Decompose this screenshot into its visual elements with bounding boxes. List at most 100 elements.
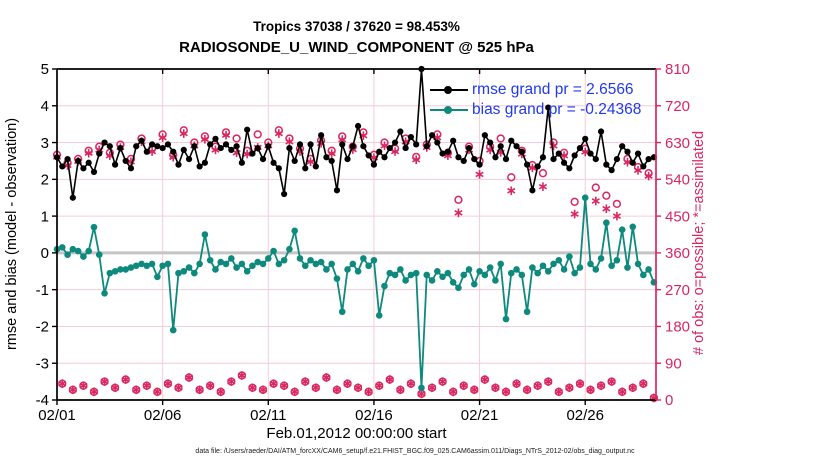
rmse-point xyxy=(550,156,557,163)
bias-point xyxy=(439,273,446,281)
rmse-point xyxy=(354,122,362,130)
bias-point xyxy=(444,269,452,277)
left-tick-label: 1 xyxy=(41,208,49,225)
bias-point xyxy=(191,269,198,277)
rmse-point xyxy=(212,135,219,142)
bias-point xyxy=(180,267,188,275)
possible-marker xyxy=(602,191,611,200)
rmse-point xyxy=(629,159,636,166)
assimilated-marker xyxy=(491,384,500,391)
assimilated-marker xyxy=(401,138,410,145)
bias-point xyxy=(428,277,436,284)
rmse-point xyxy=(296,141,304,148)
rmse-point xyxy=(133,143,140,150)
rmse-point xyxy=(539,154,547,161)
bias-point xyxy=(465,266,473,273)
rmse-point xyxy=(185,156,193,163)
assimilated-marker xyxy=(84,150,93,157)
assimilated-marker xyxy=(639,380,648,387)
bias-point xyxy=(106,269,114,277)
bias-point xyxy=(206,256,214,264)
rmse-point xyxy=(254,144,261,152)
rmse-point xyxy=(127,165,135,172)
rmse-point xyxy=(360,143,367,150)
bias-point xyxy=(296,255,304,262)
bias-point xyxy=(492,277,499,284)
assimilated-marker xyxy=(454,210,463,216)
bias-point xyxy=(291,227,298,235)
rmse-point xyxy=(170,148,177,155)
possible-marker xyxy=(454,195,463,204)
bias-point xyxy=(280,256,288,264)
bias-point xyxy=(264,255,272,262)
bias-line xyxy=(56,197,655,388)
right-tick-label: 810 xyxy=(665,61,690,78)
possible-marker xyxy=(232,134,241,143)
assimilated-marker xyxy=(343,380,352,387)
left-tick-label: -3 xyxy=(36,355,49,372)
assimilated-marker xyxy=(417,391,426,397)
assimilated-marker xyxy=(623,159,632,166)
assimilated-marker xyxy=(258,386,268,393)
possible-marker xyxy=(538,169,548,178)
bias-point xyxy=(80,253,87,260)
rmse-point xyxy=(312,163,319,170)
bias-point xyxy=(127,264,135,271)
bias-point xyxy=(90,223,98,231)
assimilated-marker xyxy=(153,388,162,395)
bias-point xyxy=(576,264,584,271)
rmse-point xyxy=(560,159,568,166)
rmse-point xyxy=(423,143,430,150)
rmse-point xyxy=(492,154,499,161)
rmse-point xyxy=(233,143,240,150)
possible-marker xyxy=(253,130,262,139)
rmse-point xyxy=(201,159,209,166)
bias-point xyxy=(259,260,267,268)
bias-point xyxy=(449,279,457,286)
rmse-point xyxy=(529,187,536,194)
assimilated-marker xyxy=(306,158,315,165)
rmse-point xyxy=(450,137,457,144)
rmse-point xyxy=(476,161,483,168)
rmse-point xyxy=(407,133,415,141)
assimilated-marker xyxy=(612,213,622,219)
assimilated-marker xyxy=(121,376,130,383)
assimilated-marker xyxy=(449,388,458,395)
rmse-point xyxy=(397,128,404,135)
rmse-point xyxy=(154,143,161,150)
rmse-point xyxy=(148,141,156,148)
rmse-point xyxy=(349,143,356,150)
bias-point xyxy=(592,266,600,273)
bias-point xyxy=(196,260,203,268)
bias-point xyxy=(634,260,642,268)
rmse-point xyxy=(249,150,256,157)
assimilated-marker xyxy=(100,378,109,385)
rmse-point xyxy=(619,143,626,150)
right-tick-label: 270 xyxy=(665,282,690,299)
assimilated-marker xyxy=(332,386,342,393)
bias-point xyxy=(529,264,536,271)
rmse-point xyxy=(90,168,98,176)
assimilated-marker xyxy=(311,384,320,391)
rmse-point xyxy=(524,161,531,168)
assimilated-marker xyxy=(596,382,606,389)
bias-point xyxy=(333,275,341,282)
assimilated-marker xyxy=(216,388,225,395)
possible-marker xyxy=(570,197,579,206)
bias-point xyxy=(69,245,77,253)
bias-point xyxy=(386,269,394,277)
assimilated-marker xyxy=(618,388,627,395)
assimilated-marker xyxy=(607,378,616,385)
bias-point xyxy=(629,223,637,231)
bias-point xyxy=(566,253,573,260)
rmse-point xyxy=(106,143,113,150)
assimilated-marker xyxy=(184,374,194,381)
x-tick-label: 02/01 xyxy=(38,407,76,424)
left-tick-label: -1 xyxy=(36,282,49,299)
right-tick-label: 720 xyxy=(665,98,690,115)
x-tick-label: 02/26 xyxy=(566,407,604,424)
assimilated-marker xyxy=(338,136,347,143)
assimilated-marker xyxy=(322,374,331,381)
x-tick-label: 02/11 xyxy=(250,407,286,424)
